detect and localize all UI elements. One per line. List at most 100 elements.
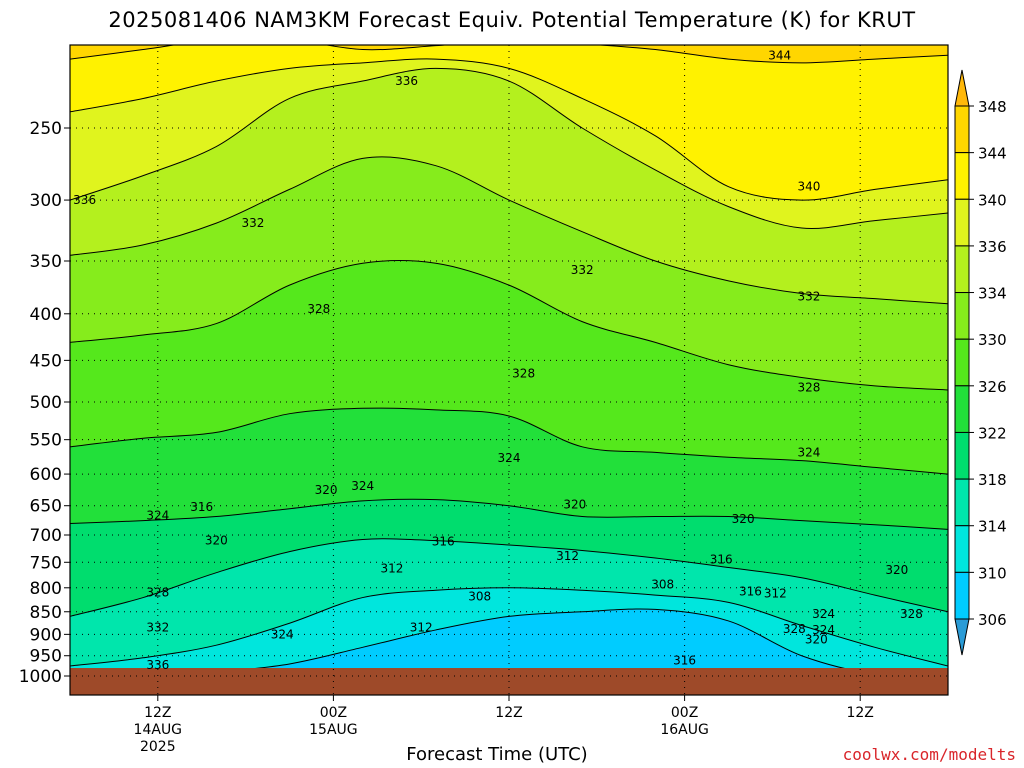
colorbar-label-314: 314 xyxy=(978,518,1007,536)
ytick-label-600: 600 xyxy=(30,465,62,485)
x-axis-label: Forecast Time (UTC) xyxy=(406,744,588,765)
ytick-label-900: 900 xyxy=(30,625,62,645)
contour-label-38: 336 xyxy=(146,658,169,672)
colorbar-swatch-9 xyxy=(954,198,970,247)
contour-label-26: 320 xyxy=(205,534,228,548)
credit-link[interactable]: coolwx.com/modelts xyxy=(842,745,1016,764)
xtick-label-0-0: 12Z xyxy=(144,705,171,721)
xtick-label-0-1: 14AUG xyxy=(134,722,183,738)
contour-label-10: 324 xyxy=(498,451,521,465)
contour-label-6: 332 xyxy=(798,290,821,304)
ytick-label-800: 800 xyxy=(30,579,62,599)
contour-label-25: 312 xyxy=(764,587,787,601)
contour-label-14: 320 xyxy=(315,483,338,497)
contour-label-24: 316 xyxy=(739,585,762,599)
contour-label-17: 316 xyxy=(190,500,213,514)
isopleth-340 xyxy=(70,58,948,201)
ground-surface xyxy=(70,668,948,695)
contour-label-9: 328 xyxy=(798,381,821,395)
colorbar-swatch-4 xyxy=(954,431,970,480)
contour-label-0: 344 xyxy=(768,48,791,62)
ytick-label-750: 750 xyxy=(30,553,62,573)
xtick-label-1-0: 00Z xyxy=(320,705,347,721)
contour-label-12: 324 xyxy=(351,479,374,493)
contour-label-22: 308 xyxy=(468,590,491,604)
colorbar-swatch-1 xyxy=(954,571,970,620)
contour-label-33: 320 xyxy=(805,633,828,647)
ytick-label-250: 250 xyxy=(30,119,62,139)
xtick-label-4-0: 12Z xyxy=(846,705,873,721)
contour-label-35: 332 xyxy=(146,621,169,635)
colorbar-swatch-10 xyxy=(954,152,970,200)
colorbar-label-334: 334 xyxy=(978,285,1007,303)
ytick-label-650: 650 xyxy=(30,497,62,517)
isopleth-324 xyxy=(70,407,948,475)
contour-label-31: 324 xyxy=(812,623,835,637)
xtick-label-3-0: 00Z xyxy=(671,705,698,721)
ytick-label-850: 850 xyxy=(30,603,62,623)
contour-label-23: 308 xyxy=(651,577,674,591)
colorbar-swatch-11 xyxy=(954,105,970,154)
colorbar-swatch-8 xyxy=(954,245,970,294)
colorbar-swatch-3 xyxy=(954,478,970,527)
colorbar-swatch-5 xyxy=(954,385,970,433)
contour-label-4: 332 xyxy=(241,216,264,230)
colorbar-label-344: 344 xyxy=(978,145,1007,163)
contour-label-28: 320 xyxy=(885,563,908,577)
ytick-label-950: 950 xyxy=(30,647,62,667)
ytick-label-1000: 1000 xyxy=(19,667,62,687)
colorbar-label-340: 340 xyxy=(978,191,1007,209)
isopleth-344 xyxy=(70,45,948,64)
ytick-label-550: 550 xyxy=(30,431,62,451)
ytick-label-450: 450 xyxy=(30,351,62,371)
colorbar-swatch-7 xyxy=(954,292,970,340)
colorbar-label-326: 326 xyxy=(978,378,1007,396)
colorbar-label-322: 322 xyxy=(978,424,1007,442)
colorbar-swatch-6 xyxy=(954,338,970,387)
contour-label-29: 328 xyxy=(900,607,923,621)
ytick-label-500: 500 xyxy=(30,393,62,413)
ytick-label-700: 700 xyxy=(30,526,62,546)
contour-label-5: 332 xyxy=(571,263,594,277)
colorbar-label-330: 330 xyxy=(978,331,1007,349)
contour-label-30: 324 xyxy=(812,607,835,621)
isopleth-316 xyxy=(70,538,948,617)
colorbar-swatch-2 xyxy=(954,525,970,573)
colorbar-label-336: 336 xyxy=(978,238,1007,256)
colorbar-label-318: 318 xyxy=(978,471,1007,489)
ytick-label-350: 350 xyxy=(30,252,62,272)
chart-title: 2025081406 NAM3KM Forecast Equiv. Potent… xyxy=(108,8,916,32)
colorbar-bottom-triangle xyxy=(954,618,970,656)
contour-label-32: 328 xyxy=(783,622,806,636)
pressure-axis: 2503003504004505005506006507007508008509… xyxy=(19,119,70,687)
contour-label-1: 340 xyxy=(798,180,821,194)
colorbar: 348 344 340 336 334 330 326 322 318 314 310 306 xyxy=(954,69,1007,656)
colorbar-top-triangle xyxy=(954,69,970,107)
xtick-label-1-1: 15AUG xyxy=(309,722,358,738)
contour-label-21: 312 xyxy=(556,549,579,563)
ytick-label-400: 400 xyxy=(30,305,62,325)
contour-label-37: 316 xyxy=(673,654,696,668)
contour-label-15: 320 xyxy=(563,497,586,511)
colorbar-label-306: 306 xyxy=(978,611,1007,629)
contour-label-13: 324 xyxy=(146,508,169,522)
colorbar-label-310: 310 xyxy=(978,564,1007,582)
contour-label-2: 336 xyxy=(395,74,418,88)
contour-label-36: 324 xyxy=(271,627,294,641)
contour-label-19: 316 xyxy=(710,553,733,567)
xtick-label-3-1: 16AUG xyxy=(660,722,709,738)
contour-label-20: 312 xyxy=(380,562,403,576)
contour-label-7: 328 xyxy=(307,302,330,316)
contour-label-3: 336 xyxy=(73,193,96,207)
xtick-label-2-0: 12Z xyxy=(495,705,522,721)
dotted-gridlines xyxy=(70,45,948,695)
contour-label-34: 312 xyxy=(410,621,433,635)
contour-label-16: 320 xyxy=(732,512,755,526)
contour-label-11: 324 xyxy=(798,445,821,459)
xtick-label-0-2: 2025 xyxy=(140,739,176,755)
contour-label-18: 316 xyxy=(432,535,455,549)
contour-label-8: 328 xyxy=(512,366,535,380)
